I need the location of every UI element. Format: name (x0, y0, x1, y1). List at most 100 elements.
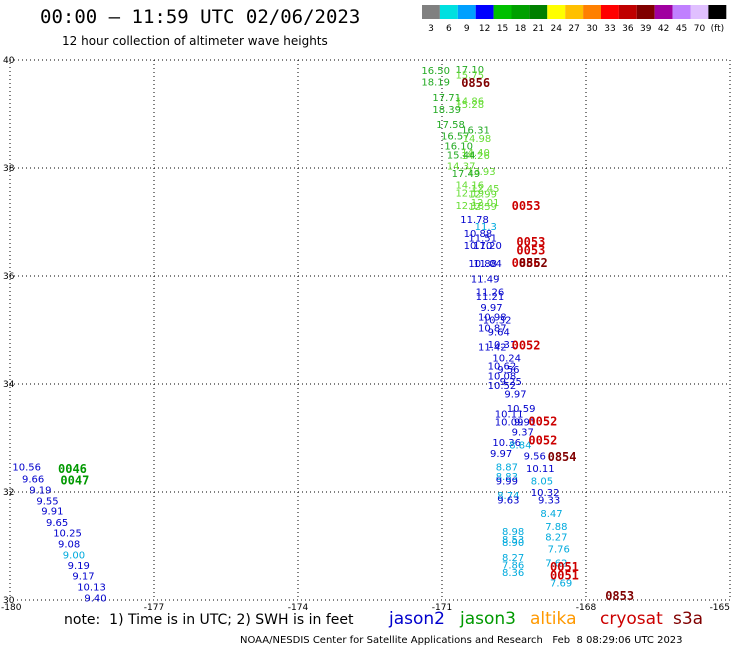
wave-height-label: 9.33 (538, 495, 560, 506)
pass-time-marker: 0052 (528, 433, 557, 447)
y-tick-label: 34 (3, 380, 15, 390)
wave-height-label: 7.76 (548, 544, 570, 555)
color-scale-label: 30 (586, 24, 598, 34)
wave-height-label: 11.20 (473, 241, 502, 252)
plot-axes: 303234363840-180 -177 -174 -171 -168 -165 (1, 56, 730, 613)
wave-height-labels: 16.50 17.1015.7518.1917.7114.8615.2818.39… (12, 65, 572, 605)
color-scale-label: 36 (622, 24, 634, 34)
color-scale-label: 24 (551, 24, 563, 34)
wave-height-label: 10.25 (53, 528, 82, 539)
color-scale-label: 39 (640, 24, 652, 34)
wave-height-label: 9.19 (29, 486, 51, 497)
color-scale-label: 27 (568, 24, 579, 34)
wave-height-label: 9.97 (504, 390, 526, 401)
wave-height-label: 8.36 (502, 568, 524, 579)
wave-height-label: 9.91 (41, 507, 63, 518)
wave-height-label: 11.42 (478, 343, 507, 354)
pass-time-marker: 0852 (519, 256, 548, 270)
x-tick-label: -180 (1, 603, 22, 613)
wave-height-label: 9.00 (63, 550, 85, 561)
legend-jason2: jason2 (389, 609, 445, 629)
footnote: note: 1) Time is in UTC; 2) SWH is in fe… (64, 612, 353, 628)
color-swatch (583, 5, 601, 19)
wave-height-label: 12.59 (468, 202, 497, 213)
pass-time-marker: 0052 (528, 415, 557, 429)
legend-cryosat: cryosat (600, 609, 663, 629)
color-swatch (673, 5, 691, 19)
plot-grid (10, 60, 730, 600)
color-scale-label: 12 (479, 24, 490, 34)
wave-height-label: 8.27 (545, 533, 567, 544)
wave-height-label: 9.66 (22, 474, 44, 485)
pass-time-marker: 0047 (60, 473, 89, 487)
color-scale-label: 18 (515, 24, 527, 34)
y-tick-label: 40 (3, 56, 15, 66)
altimeter-plot: 3 6 9 12 15 18 21 24 27 30 33 36 39 42 45 70 (ft) 303234… (0, 0, 740, 650)
plot-frame (10, 60, 730, 600)
color-scale-label: 45 (676, 24, 687, 34)
y-tick-label: 32 (3, 488, 14, 498)
wave-height-label: 11.21 (476, 292, 505, 303)
wave-height-label: 9.99 (496, 476, 518, 487)
color-swatch (708, 5, 726, 19)
color-swatch (565, 5, 583, 19)
color-swatch (601, 5, 619, 19)
wave-height-label: 15.44 (447, 150, 476, 161)
wave-height-label: 9.17 (72, 571, 94, 582)
wave-height-label: 7.88 (545, 522, 567, 533)
color-scale-label: 33 (604, 24, 615, 34)
wave-height-label: 11.49 (471, 274, 500, 285)
color-swatch (637, 5, 655, 19)
color-scale-label: 21 (533, 24, 544, 34)
wave-height-label: 9.97 (490, 449, 512, 460)
pass-time-marker: 0853 (605, 589, 634, 603)
color-scale-label: 3 (428, 24, 434, 34)
wave-height-label: 9.63 (497, 495, 519, 506)
pass-time-marker: 0856 (461, 76, 490, 90)
wave-height-label: 17.49 (452, 169, 481, 180)
color-scale-label: 9 (464, 24, 470, 34)
wave-height-label: 10.56 (12, 462, 41, 473)
color-scale-label: (ft) (711, 24, 725, 34)
color-swatch (547, 5, 565, 19)
wave-height-label: 10.11 (526, 464, 555, 475)
y-tick-label: 38 (3, 164, 15, 174)
color-scale-legend: 3 6 9 12 15 18 21 24 27 30 33 36 39 42 45 70 (ft) (422, 5, 726, 34)
color-swatch (494, 5, 512, 19)
wave-height-label: 9.08 (58, 540, 80, 551)
pass-time-marker: 0854 (548, 450, 577, 464)
x-tick-label: -168 (576, 603, 597, 613)
wave-height-label: 10.13 (77, 582, 106, 593)
color-scale-label: 42 (658, 24, 669, 34)
color-swatch (512, 5, 530, 19)
color-scale-label: 6 (446, 24, 452, 34)
color-swatch (458, 5, 476, 19)
wave-height-label: 9.64 (488, 327, 510, 338)
wave-height-label: 18.39 (432, 105, 461, 116)
color-swatch (529, 5, 547, 19)
color-swatch (440, 5, 458, 19)
pass-time-marker: 0052 (512, 338, 541, 352)
pass-time-marker: 0053 (512, 199, 541, 213)
color-swatch (619, 5, 637, 19)
pass-time-marker: 0051 (550, 568, 579, 582)
wave-height-label: 9.56 (524, 452, 546, 463)
wave-height-label: 16.50 (421, 66, 450, 77)
legend-altika: altika (530, 609, 577, 629)
color-scale-label: 15 (497, 24, 508, 34)
wave-height-label: 9.40 (84, 594, 106, 605)
y-tick-label: 36 (3, 272, 15, 282)
wave-height-label: 8.90 (502, 538, 524, 549)
color-swatch (422, 5, 440, 19)
credit-footer: NOAA/NESDIS Center for Satellite Applica… (240, 635, 683, 646)
wave-height-label: 18.19 (421, 77, 450, 88)
wave-height-label: 8.05 (531, 476, 553, 487)
x-tick-label: -165 (710, 603, 730, 613)
color-swatch (476, 5, 494, 19)
color-swatch (691, 5, 709, 19)
legend-s3a: s3a (673, 609, 703, 629)
wave-height-label: 11.04 (473, 259, 502, 270)
color-scale-label: 70 (694, 24, 706, 34)
wave-height-label: 8.47 (540, 509, 562, 520)
color-swatch (655, 5, 673, 19)
